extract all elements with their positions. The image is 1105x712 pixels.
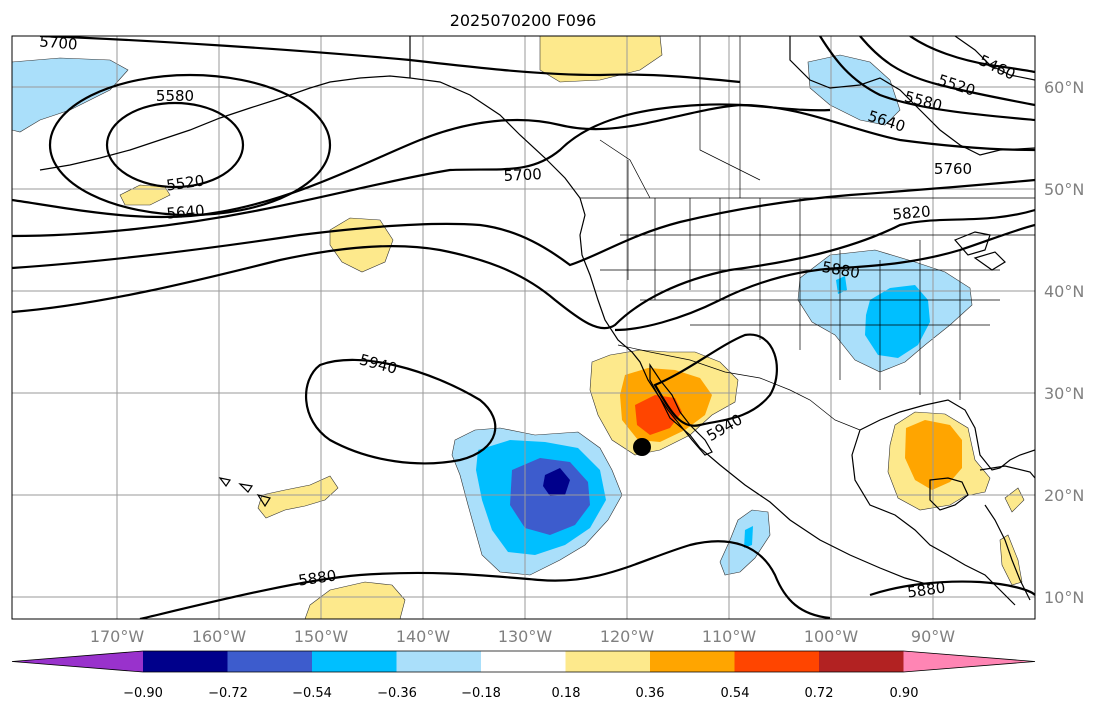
- colorbar-segment: [650, 651, 735, 672]
- hawaii-islands: [218, 477, 271, 508]
- lat-label: 60°N: [1044, 78, 1084, 97]
- colorbar-segment: [734, 651, 820, 672]
- colorbar-tick-label: 0.36: [636, 686, 665, 701]
- positive-anomaly-region: [304, 581, 406, 619]
- negative-anomaly-region-strong: [865, 285, 930, 358]
- colorbar-tick-label: −0.36: [377, 686, 417, 701]
- lat-label: 50°N: [1044, 180, 1084, 199]
- contour-label: 5880: [906, 578, 946, 601]
- yucatan: [929, 477, 969, 511]
- contour-label: 5760: [934, 160, 972, 178]
- colorbar-extension-high: [903, 651, 1035, 672]
- cuba: [979, 465, 1035, 479]
- lon-label: 100°W: [804, 627, 859, 646]
- colorbar-segment: [481, 651, 566, 672]
- contour-5820: [12, 208, 1035, 330]
- contour-5520: [859, 36, 1035, 107]
- positive-anomaly-region: [257, 475, 339, 519]
- contour-5880-gulf: [869, 580, 1035, 597]
- negative-anomaly-region-strongest: [543, 468, 570, 496]
- political-borders: [409, 36, 1035, 431]
- positive-anomaly-region: [119, 184, 171, 206]
- negative-anomaly-region-stronger: [510, 458, 590, 535]
- colorbar-segment: [312, 651, 397, 672]
- map-title: 2025070200 F096: [450, 11, 597, 30]
- contour-5700: [12, 103, 831, 238]
- lon-label: 160°W: [192, 627, 247, 646]
- colorbar-tick-label: 0.90: [890, 686, 919, 701]
- contour-5880-south: [139, 540, 831, 619]
- height-contours: [12, 36, 1035, 619]
- contour-label: 5700: [503, 165, 542, 185]
- contour-5940-pacific-high: [304, 358, 497, 465]
- lon-label: 120°W: [600, 627, 655, 646]
- lat-label: 40°N: [1044, 282, 1084, 301]
- coastlines: [39, 36, 1035, 606]
- colorbar-tick-label: 0.72: [805, 686, 834, 701]
- colorbar-tick-label: −0.54: [292, 686, 332, 701]
- great-lakes: [953, 231, 1006, 271]
- low-center-5520: [105, 101, 245, 189]
- colorbar-segment: [143, 651, 228, 672]
- lon-label: 130°W: [498, 627, 553, 646]
- lon-label: 110°W: [702, 627, 757, 646]
- aleutian-chain: [39, 94, 291, 171]
- colorbar-outline: [11, 650, 1036, 673]
- contour-5760: [12, 178, 1035, 270]
- lon-label: 140°W: [396, 627, 451, 646]
- positive-anomaly-region: [1004, 487, 1025, 513]
- colorbar-tick-label: −0.90: [123, 686, 163, 701]
- colorbar-tick-label: −0.18: [461, 686, 501, 701]
- north-america-west-coast: [409, 36, 931, 586]
- colorbar-segment: [565, 651, 651, 672]
- contour-5700-north: [39, 36, 741, 84]
- contour-label: 5700: [39, 32, 79, 53]
- colorbar-tick-label: 0.18: [552, 686, 581, 701]
- gulf-coast: [859, 399, 1035, 471]
- plot-frame: [11, 35, 1036, 620]
- negative-anomaly-region-strong: [744, 526, 753, 548]
- central-america: [984, 504, 1031, 601]
- colorbar-ticks: −0.90 −0.72 −0.54 −0.36 −0.18 0.18 0.36 …: [123, 686, 918, 701]
- contour-label-group: 5700 5580 5520 5640 5700 5580 5640 5520 …: [39, 32, 1019, 602]
- lon-label: 170°W: [90, 627, 145, 646]
- positive-anomaly-region-stronger: [635, 395, 682, 435]
- contour-label: 5640: [166, 201, 206, 222]
- contour-label: 5580: [156, 87, 194, 105]
- longitude-labels: 170°W 160°W 150°W 140°W 130°W 120°W 110°…: [90, 627, 955, 646]
- colorbar-tick-label: 0.54: [721, 686, 750, 701]
- contour-5580: [819, 36, 1035, 122]
- lon-label: 150°W: [294, 627, 349, 646]
- lat-label: 20°N: [1044, 486, 1084, 505]
- contour-label: 5880: [297, 566, 337, 589]
- contour-5460: [909, 36, 1035, 74]
- lat-label: 30°N: [1044, 384, 1084, 403]
- storm-center-dot: [633, 438, 651, 456]
- lon-label: 90°W: [911, 627, 955, 646]
- contour-5880-north: [614, 223, 1035, 332]
- colorbar-segment: [396, 651, 482, 672]
- hudson-bay: [789, 36, 1035, 156]
- baja-california: [649, 363, 713, 456]
- colorbar: [11, 650, 1036, 673]
- colorbar-segment: [819, 651, 904, 672]
- latitude-labels: 60°N 50°N 40°N 30°N 20°N 10°N: [1044, 78, 1084, 607]
- mexico-gulf-coast: [851, 429, 1016, 606]
- contour-5640: [12, 103, 1035, 219]
- contour-label: 5820: [892, 202, 932, 223]
- colorbar-tick-label: −0.72: [208, 686, 248, 701]
- contour-label: 5520: [165, 171, 205, 194]
- alaska-coast: [289, 75, 411, 96]
- negative-anomaly-region-strong: [836, 276, 847, 294]
- colorbar-extension-low: [12, 651, 143, 672]
- lat-label: 10°N: [1044, 588, 1084, 607]
- negative-anomaly-region: [12, 57, 129, 133]
- colorbar-segment: [227, 651, 313, 672]
- contour-5940-ridge: [653, 333, 778, 427]
